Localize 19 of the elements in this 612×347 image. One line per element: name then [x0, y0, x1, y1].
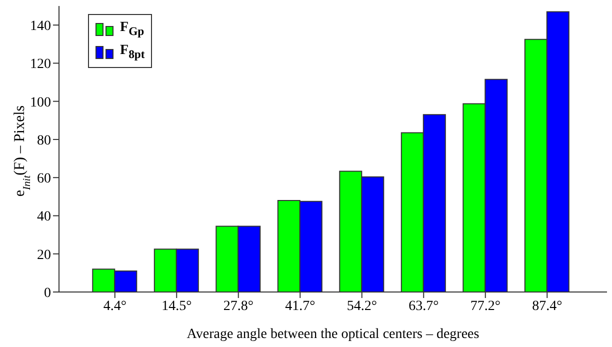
- x-tick-label: 41.7°: [285, 298, 316, 314]
- x-tick-label: 54.2°: [346, 298, 377, 314]
- y-tick-label: 0: [44, 286, 51, 301]
- x-axis-title: Average angle between the optical centers – degrees: [186, 327, 480, 342]
- y-tick-label: 140: [30, 19, 51, 34]
- y-tick-label: 100: [30, 95, 51, 110]
- x-tick-label: 77.2°: [470, 298, 500, 314]
- y-tick-label: 40: [37, 210, 51, 225]
- x-tick-label: 14.5°: [162, 298, 192, 314]
- legend-label: F$_{8pt}$: [120, 42, 145, 63]
- y-tick-label: 120: [30, 57, 51, 72]
- x-tick-label: 87.4°: [532, 298, 562, 314]
- legend-label: F$_{Gp}$: [120, 19, 144, 40]
- y-tick-label: 60: [37, 172, 51, 187]
- x-tick-label: 4.4°: [103, 298, 126, 314]
- y-tick-label: 20: [37, 248, 51, 263]
- x-tick-label: 63.7°: [408, 298, 439, 314]
- x-tick-label: 27.8°: [223, 298, 254, 314]
- y-tick-label: 80: [37, 133, 51, 148]
